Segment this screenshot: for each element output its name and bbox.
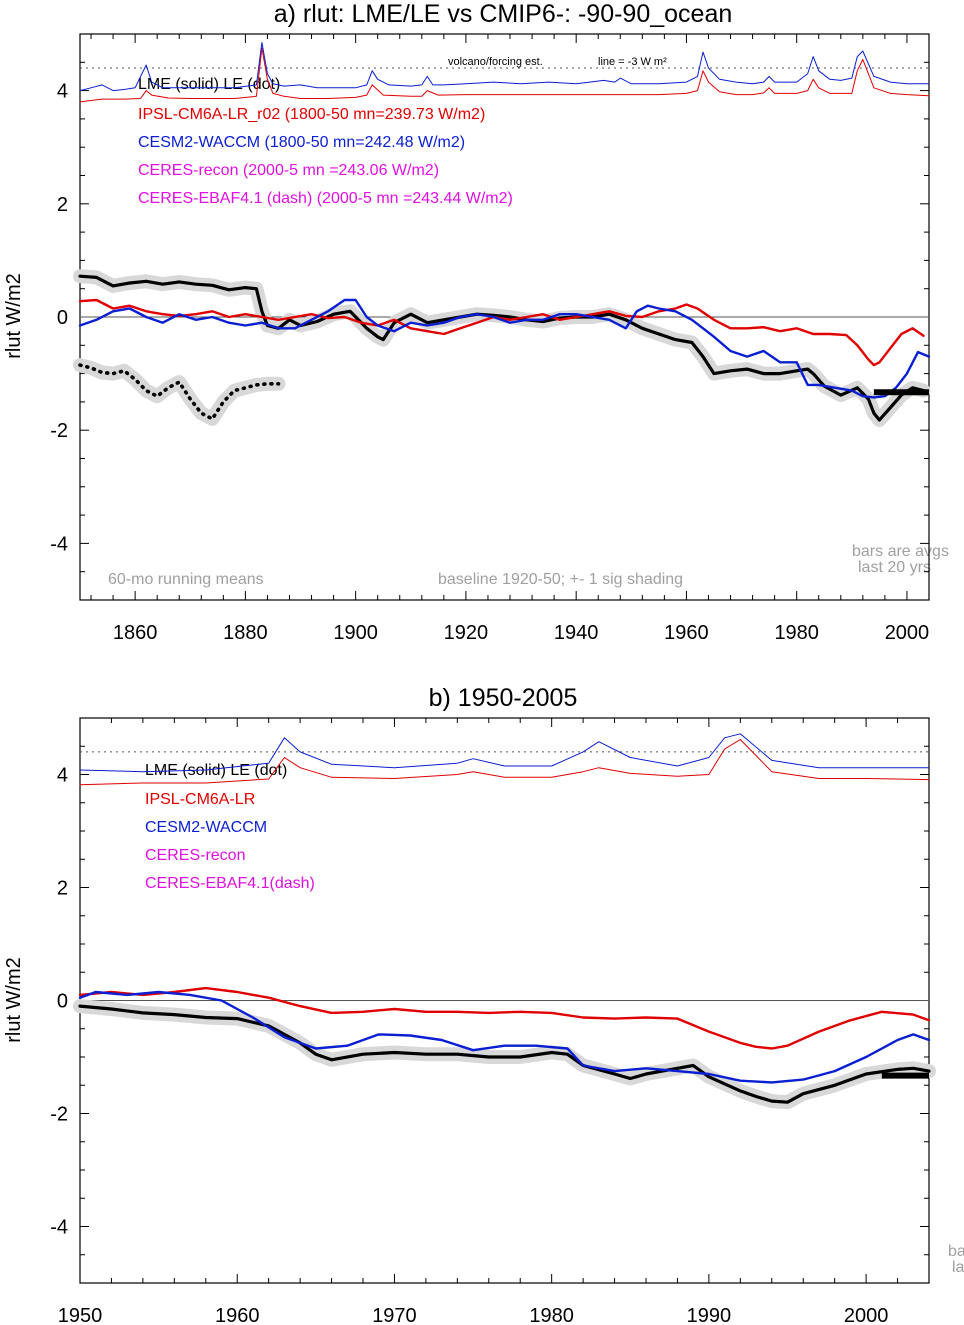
- x-tick-label: 1980: [774, 622, 819, 644]
- panel-b-bars-note-2: la: [952, 1259, 964, 1276]
- x-tick-label: 1960: [664, 622, 709, 644]
- y-tick-label: -4: [50, 1217, 68, 1239]
- panel-a-legend-ceres-ebaf: CERES-EBAF4.1 (dash) (2000-5 mn =243.44 …: [138, 190, 513, 207]
- y-tick-label: -4: [50, 533, 68, 555]
- x-tick-label: 1990: [687, 1305, 732, 1325]
- x-tick-label: 2000: [885, 622, 930, 644]
- y-tick-label: -2: [50, 420, 68, 442]
- series-line-ipsl-cm6a-lr-r02: [78, 298, 925, 367]
- x-tick-label: 1970: [372, 1305, 417, 1325]
- panel-a-ylabel: rlut W/m2: [3, 273, 25, 359]
- panel-b-legend-cesm: CESM2-WACCM: [145, 819, 267, 836]
- panel-a-legend-header: LME (solid) LE (dot): [138, 76, 280, 93]
- x-tick-label: 1880: [223, 622, 268, 644]
- series-line-ipsl-volcano-est: [79, 739, 930, 786]
- x-tick-label: 1900: [333, 622, 378, 644]
- panel-b-plot: 4 2 0 -2 -4 1950 1960 1970 1980 1990 2000: [50, 717, 936, 1325]
- panel-b-bars-note-1: ba: [948, 1243, 964, 1260]
- y-tick-label: 0: [57, 307, 68, 329]
- panel-a-baseline-note: baseline 1920-50; +- 1 sig shading: [438, 571, 683, 588]
- panel-b-legend-ceres-ebaf: CERES-EBAF4.1(dash): [145, 875, 315, 892]
- series-line-ipsl-cm6a-lr: [78, 986, 931, 1050]
- panel-a-bars-note-1: bars are avgs: [852, 543, 949, 560]
- panel-a-running-note: 60-mo running means: [108, 571, 264, 588]
- panel-b-title: b) 1950-2005: [429, 684, 578, 712]
- y-tick-label: 4: [57, 81, 68, 103]
- panel-b-legend-ceres-recon: CERES-recon: [145, 847, 245, 864]
- y-tick-label: 2: [57, 194, 68, 216]
- y-tick-label: -2: [50, 1104, 68, 1126]
- series-line-cesm2-waccm: [78, 990, 931, 1084]
- sigma-shading-lme: [73, 999, 936, 1110]
- series-line-le: [78, 363, 281, 421]
- panel-b-legend-header: LME (solid) LE (dot): [145, 762, 287, 779]
- panel-a-legend-ceres-recon: CERES-recon (2000-5 mn =243.06 W/m2): [138, 162, 439, 179]
- panel-a-bars-note-2: last 20 yrs: [858, 559, 931, 576]
- series-line-cesm2-waccm: [78, 298, 931, 399]
- panel-a-legend-ipsl: IPSL-CM6A-LR_r02 (1800-50 mn=239.73 W/m2…: [138, 106, 485, 123]
- sigma-shading-lme: [73, 269, 931, 427]
- series-line-cesm-volcano-est: [79, 42, 930, 92]
- y-tick-label: 2: [57, 878, 68, 900]
- y-tick-label: 0: [57, 991, 68, 1013]
- panel-a-plot: 4 2 0 -2 -4 1860 1880 1900 1920 1940 1960 1980 2000: [50, 33, 931, 644]
- x-tick-label: 1950: [58, 1305, 103, 1325]
- x-tick-label: 1980: [529, 1305, 574, 1325]
- y-tick-label: 4: [57, 765, 68, 787]
- panel-b-ylabel: rlut W/m2: [3, 957, 25, 1043]
- panel-a-volcano-line-label: line = -3 W m²: [598, 56, 667, 68]
- series-line-ipsl-volcano-est: [79, 47, 930, 103]
- panel-a-title: a) rlut: LME/LE vs CMIP6-: -90-90_ocean: [274, 0, 733, 28]
- x-tick-label: 1960: [215, 1305, 260, 1325]
- x-tick-label: 2000: [844, 1305, 889, 1325]
- sigma-shading-le: [73, 358, 286, 426]
- panel-b-legend-ipsl: IPSL-CM6A-LR: [145, 791, 255, 808]
- series-line-lme: [78, 1004, 931, 1104]
- panel-a-legend-cesm: CESM2-WACCM (1800-50 mn=242.48 W/m2): [138, 134, 465, 151]
- series-line-cesm-volcano-est: [79, 733, 930, 773]
- panel-a-volcano-label: volcano/forcing est.: [448, 56, 543, 68]
- x-tick-label: 1920: [444, 622, 489, 644]
- series-line-lme: [78, 274, 926, 422]
- x-tick-label: 1940: [554, 622, 599, 644]
- x-tick-label: 1860: [113, 622, 158, 644]
